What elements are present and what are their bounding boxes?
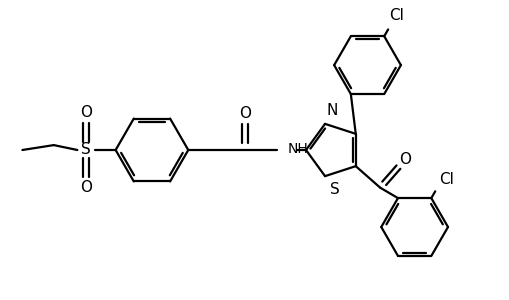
Text: Cl: Cl xyxy=(438,172,453,188)
Text: S: S xyxy=(329,182,339,197)
Text: O: O xyxy=(398,152,410,167)
Text: NH: NH xyxy=(287,142,308,156)
Text: O: O xyxy=(80,180,92,195)
Text: Cl: Cl xyxy=(388,8,403,22)
Text: S: S xyxy=(81,142,91,158)
Text: O: O xyxy=(239,106,251,121)
Text: O: O xyxy=(80,105,92,120)
Text: N: N xyxy=(326,103,337,118)
